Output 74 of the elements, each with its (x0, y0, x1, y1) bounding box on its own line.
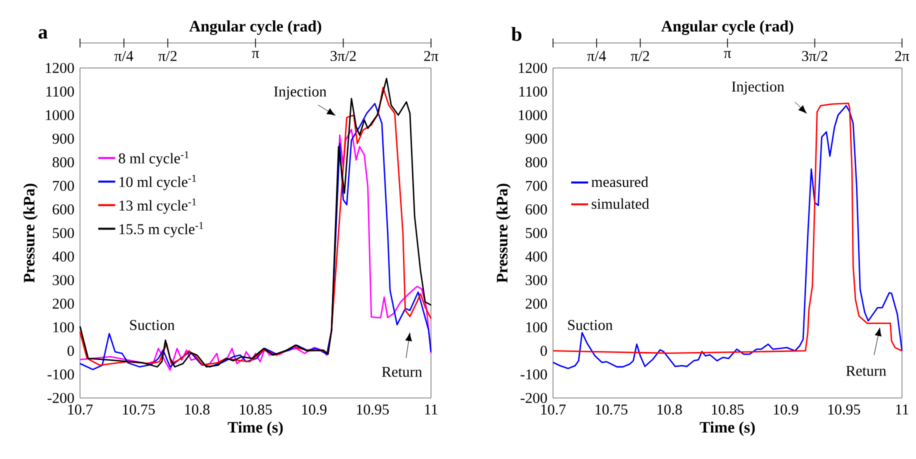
y-tick-label: 200 (52, 298, 74, 309)
legend-label: measured (591, 176, 648, 188)
annotation: Suction (130, 320, 175, 330)
x-axis-title: Time (s) (700, 421, 755, 436)
x-tick-label: 10.8 (658, 404, 682, 415)
y-tick-label: 300 (52, 275, 74, 286)
x-tick-label: 10.75 (123, 404, 155, 415)
y-tick-label: 100 (526, 322, 547, 332)
y-tick-label: -100 (48, 369, 74, 380)
x2-tick-label: 2π (424, 51, 438, 62)
chart-title: b (511, 26, 522, 41)
y-tick-label: 400 (52, 252, 74, 262)
legend-label: simulated (592, 198, 650, 209)
x2-axis-title: Angular cycle (rad) (661, 20, 794, 35)
x-tick-label: 10.95 (357, 404, 389, 415)
x-tick-label: 10.85 (712, 404, 744, 415)
x2-tick-label: π/2 (158, 51, 177, 62)
x-tick-label: 10.7 (541, 404, 566, 415)
x2-tick-label: π/4 (587, 51, 606, 61)
x2-tick-label: π (724, 51, 732, 58)
y-tick-label: 900 (52, 134, 74, 144)
legend-label: 10 ml cycle$^{-1}$ (120, 174, 196, 190)
y-tick-label: 700 (53, 180, 74, 191)
y-tick-label: 600 (52, 204, 74, 214)
x2-tick-label: π/4 (114, 51, 134, 61)
y-tick-label: 1200 (518, 62, 547, 74)
x-tick-label: 10.75 (596, 404, 628, 415)
x2-axis-title: Angular cycle (rad) (189, 20, 322, 35)
annotation: Return (382, 366, 422, 377)
y-axis-title: Pressure (kPa) (23, 184, 38, 283)
y-tick-label: 800 (52, 157, 74, 168)
chart-title: a (38, 29, 48, 39)
x-tick-label: 10.8 (185, 404, 210, 415)
y-axis-title: Pressure (kPa) (496, 184, 511, 283)
x-tick-label: 10.95 (828, 404, 860, 415)
x-tick-label: 10.9 (774, 404, 798, 415)
x-tick-label: 10.85 (240, 404, 272, 415)
y-tick-label: 0 (68, 346, 74, 356)
x-axis-title: Time (s) (228, 421, 283, 436)
x2-tick-label: 3π/2 (802, 51, 828, 62)
y-tick-label: -200 (48, 392, 74, 404)
x-tick-label: 11 (425, 404, 438, 414)
y-tick-label: 500 (526, 228, 547, 238)
y-tick-label: 0 (540, 346, 547, 356)
x2-tick-label: 2π (895, 51, 910, 62)
y-tick-label: 900 (526, 134, 547, 144)
legend-label: 13 ml cycle$^{-1}$ (120, 198, 196, 214)
y-tick-label: 600 (526, 204, 547, 214)
y-tick-label: -100 (520, 369, 547, 380)
y-tick-label: 1000 (46, 110, 74, 120)
y-tick-label: 1100 (46, 86, 74, 97)
y-tick-label: 1100 (519, 86, 547, 97)
y-tick-label: 300 (526, 275, 547, 286)
x-tick-label: 10.9 (302, 404, 326, 415)
y-tick-label: -200 (520, 392, 547, 404)
y-tick-label: 800 (526, 157, 547, 168)
annotation: Injection (274, 86, 326, 100)
y-tick-label: 200 (526, 298, 547, 309)
x2-tick-label: 3π/2 (330, 51, 356, 62)
y-tick-label: 1200 (46, 62, 74, 74)
x-tick-label: 11 (896, 404, 908, 414)
x2-tick-label: π/2 (630, 51, 650, 62)
x-tick-label: 10.7 (68, 404, 93, 415)
legend-label: 8 ml cycle$^{-1}$ (118, 151, 189, 167)
annotation: Suction (568, 320, 613, 330)
y-tick-label: 400 (525, 252, 547, 262)
y-tick-label: 1000 (518, 110, 547, 120)
annotation: Return (846, 366, 886, 376)
annotation: Injection (732, 82, 784, 95)
y-tick-label: 100 (53, 322, 74, 332)
y-tick-label: 500 (52, 228, 74, 238)
y-tick-label: 700 (526, 180, 547, 191)
legend-label: 15.5 m cycle$^{-1}$ (120, 222, 204, 238)
x2-tick-label: π (252, 51, 260, 58)
